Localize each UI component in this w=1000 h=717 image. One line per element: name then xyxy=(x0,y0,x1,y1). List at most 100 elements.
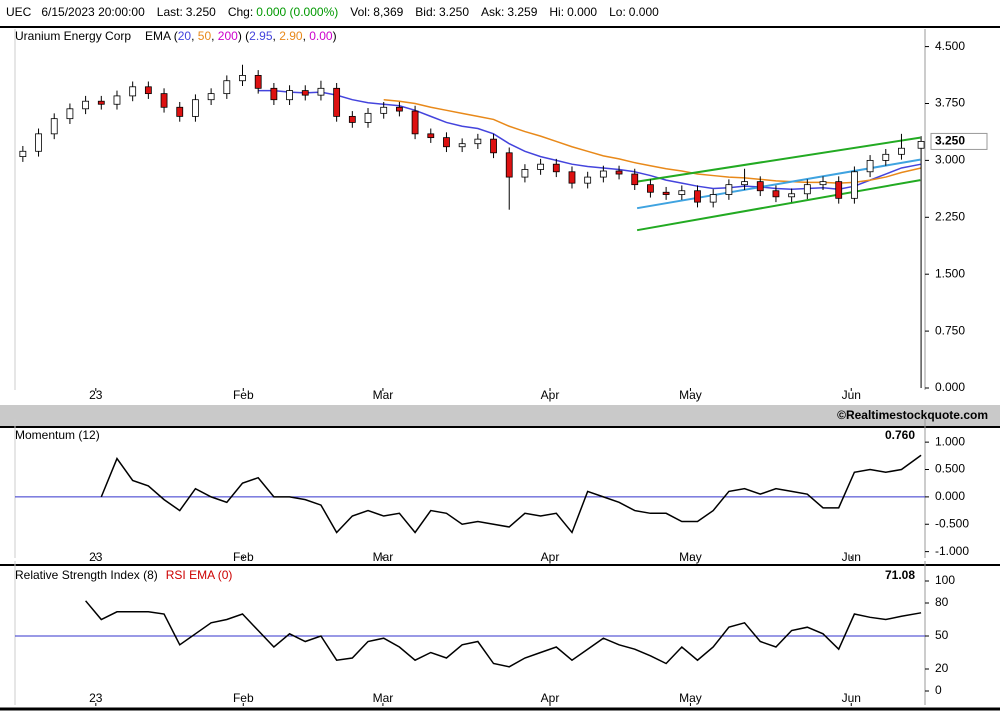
candle-body xyxy=(301,90,309,96)
candle-body xyxy=(772,190,780,198)
panel-title: Relative Strength Index (8) RSI EMA (0) xyxy=(15,568,232,582)
x-tick-label: 23 xyxy=(89,550,103,564)
y-tick-label: 1.000 xyxy=(935,434,965,448)
candle-body xyxy=(568,171,576,184)
x-tick-label: 23 xyxy=(89,388,103,402)
ema-period: 50 xyxy=(198,29,212,43)
candle-body xyxy=(427,133,435,139)
candle-body xyxy=(709,194,717,203)
field-value: 3.250 xyxy=(439,5,469,19)
candle-body xyxy=(380,106,388,114)
candle-body xyxy=(917,141,925,149)
candle-body xyxy=(239,75,246,82)
last-value-label: 71.08 xyxy=(885,568,915,582)
field-value: 3.259 xyxy=(507,5,537,19)
y-tick-label: 0.000 xyxy=(935,380,965,394)
trendline xyxy=(636,179,921,232)
candle-body xyxy=(631,173,639,186)
last-price-label: 3.250 xyxy=(935,134,965,148)
candle-body xyxy=(270,87,278,101)
field-label: Lo: xyxy=(609,5,626,19)
y-tick-label: 100 xyxy=(935,573,955,587)
candle-body xyxy=(333,87,341,117)
ema-period: 200 xyxy=(218,29,238,43)
y-tick-label: 0.000 xyxy=(935,489,965,503)
candle-body xyxy=(129,86,137,97)
candle-body xyxy=(144,86,152,95)
candle-body xyxy=(192,99,199,117)
x-tick-label: Jun xyxy=(842,550,861,564)
candle-body xyxy=(223,80,231,95)
candle-body xyxy=(803,184,811,195)
candle-body xyxy=(82,100,90,110)
candle-body xyxy=(662,191,670,195)
candle-body xyxy=(286,90,293,101)
candle-body xyxy=(395,106,403,112)
candle-body xyxy=(97,100,105,105)
candle-body xyxy=(694,190,701,203)
y-tick-label: -0.500 xyxy=(935,516,969,530)
candle-body xyxy=(882,153,890,161)
x-tick-label: Jun xyxy=(842,691,861,705)
line-series xyxy=(100,454,922,534)
field-value: 0.000 (0.000%) xyxy=(256,5,338,19)
x-tick-label: Apr xyxy=(541,388,560,402)
y-tick-label: 3.750 xyxy=(935,96,965,110)
candle-body xyxy=(160,93,168,108)
x-tick-label: May xyxy=(679,388,702,402)
candle-body xyxy=(866,159,874,173)
candle-body xyxy=(348,115,356,123)
candle-body xyxy=(474,138,482,145)
candle-body xyxy=(490,138,497,154)
candle-body xyxy=(584,176,592,184)
separator-band xyxy=(0,405,1000,427)
x-tick-label: Mar xyxy=(373,550,394,564)
y-tick-label: 0.500 xyxy=(935,462,965,476)
last-value-label: 0.760 xyxy=(885,428,915,442)
title: Uranium Energy Corp xyxy=(15,29,131,43)
field-label: Last: xyxy=(157,5,183,19)
candle-body xyxy=(835,181,843,199)
candle-body xyxy=(364,112,372,123)
field-label: Ask: xyxy=(481,5,504,19)
y-tick-label: 80 xyxy=(935,595,949,609)
y-tick-label: 0.750 xyxy=(935,323,965,337)
candle-body xyxy=(647,184,654,193)
trendline xyxy=(636,136,921,183)
y-tick-label: 50 xyxy=(935,628,949,642)
candle-body xyxy=(66,108,74,120)
field-value: 8,369 xyxy=(373,5,403,19)
candle-body xyxy=(819,181,827,186)
candle-body xyxy=(19,150,27,157)
x-tick-label: Jun xyxy=(842,388,861,402)
subtitle: RSI EMA (0) xyxy=(166,568,233,582)
candle-body xyxy=(254,75,262,89)
datetime: 6/15/2023 20:00:00 xyxy=(41,5,145,19)
candle-body xyxy=(599,170,607,178)
candle-body xyxy=(411,110,419,135)
candle-body xyxy=(898,147,905,155)
title: Momentum (12) xyxy=(15,428,100,442)
candle-body xyxy=(50,118,58,135)
y-tick-label: 1.500 xyxy=(935,266,965,280)
candle-body xyxy=(505,152,513,178)
symbol: UEC xyxy=(6,5,32,19)
candle-body xyxy=(850,171,858,199)
field-label: Vol: xyxy=(350,5,370,19)
candle-body xyxy=(35,133,42,152)
candle-body xyxy=(537,163,545,170)
field-label: Bid: xyxy=(415,5,436,19)
candle-body xyxy=(458,143,466,148)
x-tick-label: Mar xyxy=(373,691,394,705)
field-label: Hi: xyxy=(549,5,564,19)
field-value: 0.000 xyxy=(567,5,597,19)
x-tick-label: Mar xyxy=(373,388,394,402)
y-tick-label: 3.000 xyxy=(935,153,965,167)
x-tick-label: Feb xyxy=(233,550,254,564)
watermark: ©Realtimestockquote.com xyxy=(837,408,988,422)
field-label: Chg: xyxy=(228,5,253,19)
field-value: 3.250 xyxy=(186,5,216,19)
y-tick-label: 2.250 xyxy=(935,209,965,223)
header: UEC 6/15/2023 20:00:00 Last: 3.250 Chg: 0.000… xyxy=(6,5,659,19)
